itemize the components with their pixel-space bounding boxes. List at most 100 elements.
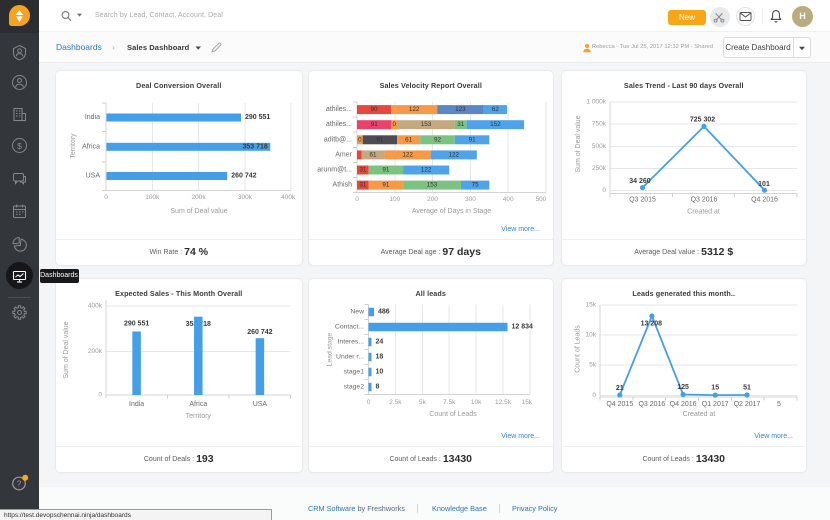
svg-text:91: 91 xyxy=(469,136,477,143)
svg-text:260 742: 260 742 xyxy=(231,173,256,180)
svg-text:31: 31 xyxy=(359,167,367,174)
svg-text:122: 122 xyxy=(449,151,460,158)
svg-text:100k: 100k xyxy=(145,194,160,201)
svg-text:Sum of Deal value: Sum of Deal value xyxy=(63,321,70,378)
svg-text:Africa: Africa xyxy=(82,143,100,150)
svg-text:stage1: stage1 xyxy=(344,369,365,376)
svg-text:10: 10 xyxy=(376,369,384,376)
svg-text:Sum of Deal value: Sum of Deal value xyxy=(575,115,582,172)
svg-text:aditb@...: aditb@... xyxy=(324,136,352,143)
svg-text:75: 75 xyxy=(472,182,480,189)
svg-text:Q4 2016: Q4 2016 xyxy=(751,197,778,204)
svg-text:486: 486 xyxy=(378,309,390,316)
svg-text:300: 300 xyxy=(465,196,476,203)
svg-text:5: 5 xyxy=(777,401,781,408)
svg-text:5k: 5k xyxy=(589,362,597,369)
svg-text:100: 100 xyxy=(389,196,400,203)
svg-text:122: 122 xyxy=(402,151,413,158)
svg-text:61: 61 xyxy=(370,151,378,158)
svg-text:Africa: Africa xyxy=(189,401,207,408)
svg-text:13 208: 13 208 xyxy=(641,321,663,328)
svg-text:10k: 10k xyxy=(471,399,482,406)
svg-text:India: India xyxy=(129,401,144,408)
svg-text:Created at: Created at xyxy=(683,411,716,418)
svg-text:153: 153 xyxy=(421,121,432,128)
svg-text:0: 0 xyxy=(367,399,371,406)
svg-text:Count of Leads: Count of Leads xyxy=(429,411,477,418)
svg-text:725 302: 725 302 xyxy=(690,117,715,124)
svg-text:34 260: 34 260 xyxy=(629,178,651,185)
svg-text:290 551: 290 551 xyxy=(245,114,270,121)
svg-text:arunm@t...: arunm@t... xyxy=(317,167,352,174)
svg-text:200k: 200k xyxy=(192,194,207,201)
svg-text:24: 24 xyxy=(376,339,384,346)
svg-text:353 718: 353 718 xyxy=(242,143,267,150)
svg-text:400k: 400k xyxy=(281,194,296,201)
svg-text:0: 0 xyxy=(98,392,102,399)
svg-text:8: 8 xyxy=(376,384,380,391)
svg-text:153: 153 xyxy=(427,182,438,189)
svg-text:122: 122 xyxy=(409,106,420,113)
svg-text:$: $ xyxy=(17,141,22,151)
svg-text:Q3 2015: Q3 2015 xyxy=(629,197,656,204)
svg-text:2.5k: 2.5k xyxy=(389,399,402,406)
svg-text:0: 0 xyxy=(602,187,606,194)
svg-text:USA: USA xyxy=(86,173,101,180)
svg-text:10k: 10k xyxy=(586,332,597,339)
svg-text:Q3 2016: Q3 2016 xyxy=(638,401,665,408)
svg-text:Q3 2016: Q3 2016 xyxy=(691,197,718,204)
svg-text:Count of Leads: Count of Leads xyxy=(575,325,582,373)
svg-text:Lead stage: Lead stage xyxy=(327,332,334,366)
svg-text:21: 21 xyxy=(616,385,624,392)
svg-text:92: 92 xyxy=(434,136,442,143)
svg-text:Q1 2017: Q1 2017 xyxy=(702,401,729,408)
svg-text:123: 123 xyxy=(455,106,466,113)
svg-text:31: 31 xyxy=(359,182,367,189)
svg-text:91: 91 xyxy=(382,182,390,189)
svg-text:athiles...: athiles... xyxy=(326,121,352,128)
svg-text:Q2 2017: Q2 2017 xyxy=(734,401,761,408)
svg-text:750k: 750k xyxy=(592,121,607,128)
svg-text:91: 91 xyxy=(382,167,390,174)
svg-text:91: 91 xyxy=(371,121,379,128)
svg-text:0: 0 xyxy=(392,121,396,128)
svg-text:Average of Days in Stage: Average of Days in Stage xyxy=(412,208,491,215)
svg-text:101: 101 xyxy=(758,181,770,188)
svg-text:15k: 15k xyxy=(522,399,533,406)
svg-text:18: 18 xyxy=(376,354,384,361)
svg-text:Athish: Athish xyxy=(333,182,353,189)
svg-text:300k: 300k xyxy=(238,194,253,201)
svg-text:Created at: Created at xyxy=(687,209,720,216)
svg-text:15: 15 xyxy=(711,385,719,392)
svg-text:400: 400 xyxy=(503,196,514,203)
svg-text:Q4 2016: Q4 2016 xyxy=(670,401,697,408)
svg-text:200k: 200k xyxy=(88,348,103,355)
svg-text:Territory: Territory xyxy=(70,133,77,159)
svg-text:51: 51 xyxy=(743,384,751,391)
svg-text:?: ? xyxy=(17,480,22,489)
svg-text:1 000k: 1 000k xyxy=(586,99,606,106)
svg-text:Territory: Territory xyxy=(186,413,212,420)
svg-text:Amer: Amer xyxy=(335,151,352,158)
svg-text:12 834: 12 834 xyxy=(512,324,534,331)
svg-text:India: India xyxy=(85,114,100,121)
svg-text:400k: 400k xyxy=(88,303,103,310)
svg-text:Contact...: Contact... xyxy=(335,324,364,331)
svg-text:61: 61 xyxy=(405,136,413,143)
svg-text:stage2: stage2 xyxy=(344,384,365,391)
svg-text:0: 0 xyxy=(104,194,108,201)
svg-text:7.5k: 7.5k xyxy=(443,399,456,406)
svg-text:Sum of Deal value: Sum of Deal value xyxy=(170,208,227,215)
svg-text:152: 152 xyxy=(490,121,501,128)
svg-text:athiles...: athiles... xyxy=(326,106,352,113)
svg-text:500k: 500k xyxy=(592,143,607,150)
svg-text:91: 91 xyxy=(376,136,384,143)
svg-text:12.5k: 12.5k xyxy=(495,399,512,406)
svg-text:0: 0 xyxy=(592,392,596,399)
svg-text:USA: USA xyxy=(253,401,268,408)
svg-text:0: 0 xyxy=(358,136,362,143)
svg-text:250k: 250k xyxy=(592,165,607,172)
svg-text:5k: 5k xyxy=(419,399,427,406)
svg-text:Q4 2015: Q4 2015 xyxy=(606,401,633,408)
svg-text:90: 90 xyxy=(371,106,379,113)
